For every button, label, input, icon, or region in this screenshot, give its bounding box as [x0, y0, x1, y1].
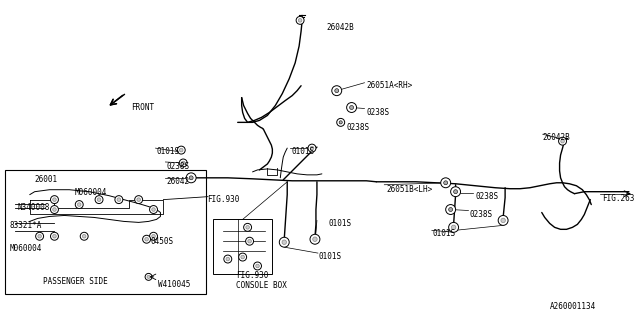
Circle shape [152, 208, 156, 211]
Circle shape [52, 208, 56, 211]
Circle shape [36, 232, 44, 240]
Circle shape [298, 19, 302, 22]
Circle shape [137, 198, 140, 201]
Circle shape [95, 196, 103, 204]
Text: 0101S: 0101S [329, 220, 352, 228]
Circle shape [52, 235, 56, 238]
Circle shape [150, 205, 157, 213]
Text: M060004: M060004 [10, 244, 42, 253]
Circle shape [77, 203, 81, 206]
Bar [213, 220, 273, 274]
Circle shape [97, 198, 101, 201]
Circle shape [38, 235, 42, 238]
Circle shape [177, 146, 185, 154]
Bar [5, 170, 206, 294]
Circle shape [441, 178, 451, 188]
Circle shape [501, 218, 506, 223]
Circle shape [145, 273, 152, 280]
Circle shape [179, 148, 183, 152]
Circle shape [143, 235, 150, 243]
Text: 26042B: 26042B [327, 23, 355, 32]
Text: FIG.930: FIG.930 [207, 195, 239, 204]
Circle shape [444, 181, 447, 185]
Circle shape [147, 275, 150, 278]
Text: 0101S: 0101S [319, 252, 342, 261]
Text: M060004: M060004 [74, 188, 107, 197]
Circle shape [152, 235, 156, 238]
Circle shape [244, 223, 252, 231]
Circle shape [246, 226, 250, 229]
Text: FRONT: FRONT [131, 102, 154, 112]
Circle shape [241, 255, 244, 259]
Text: CONSOLE BOX: CONSOLE BOX [236, 281, 287, 290]
Circle shape [253, 262, 262, 270]
Text: 0238S: 0238S [476, 192, 499, 201]
Circle shape [282, 240, 287, 244]
Circle shape [226, 257, 230, 261]
Text: PASSENGER SIDE: PASSENGER SIDE [43, 277, 108, 286]
Circle shape [313, 237, 317, 242]
Text: A260001134: A260001134 [550, 301, 596, 310]
Text: 26042: 26042 [166, 177, 189, 186]
Text: 0101S: 0101S [157, 147, 180, 156]
Circle shape [51, 205, 58, 213]
Text: FIG.930: FIG.930 [236, 271, 268, 280]
Circle shape [80, 232, 88, 240]
Circle shape [83, 235, 86, 238]
Circle shape [308, 144, 316, 152]
Circle shape [52, 198, 56, 201]
Circle shape [150, 232, 157, 240]
Circle shape [246, 237, 253, 245]
Text: W410045: W410045 [159, 280, 191, 289]
Circle shape [179, 159, 187, 167]
Text: FIG.263: FIG.263 [602, 194, 634, 203]
Circle shape [117, 198, 120, 201]
Circle shape [339, 121, 342, 124]
Circle shape [186, 173, 196, 183]
Circle shape [310, 146, 314, 150]
Circle shape [449, 222, 459, 232]
Circle shape [296, 16, 304, 24]
Text: 0238S: 0238S [347, 123, 370, 132]
Text: 0238S: 0238S [367, 108, 390, 117]
Circle shape [76, 201, 83, 209]
Circle shape [51, 196, 58, 204]
Circle shape [454, 190, 458, 194]
Text: 0101S: 0101S [433, 229, 456, 238]
Text: 26001: 26001 [35, 175, 58, 184]
Circle shape [451, 225, 456, 229]
Circle shape [445, 204, 456, 214]
Circle shape [498, 215, 508, 225]
Circle shape [239, 253, 246, 261]
Circle shape [115, 196, 123, 204]
Text: 26051A<RH>: 26051A<RH> [367, 81, 413, 90]
Circle shape [335, 89, 339, 93]
Text: 26042B: 26042B [543, 133, 570, 142]
Circle shape [559, 137, 566, 145]
Text: 0238S: 0238S [470, 210, 493, 219]
Circle shape [451, 187, 461, 197]
Circle shape [189, 176, 193, 180]
Text: 26051B<LH>: 26051B<LH> [387, 185, 433, 194]
Circle shape [561, 140, 564, 143]
Circle shape [248, 239, 252, 243]
Text: N340008: N340008 [18, 203, 50, 212]
Text: 83321*A: 83321*A [10, 221, 42, 230]
Text: 0238S: 0238S [166, 162, 189, 171]
Circle shape [449, 208, 452, 212]
Circle shape [134, 196, 143, 204]
Circle shape [279, 237, 289, 247]
Text: 0101S: 0101S [291, 147, 314, 156]
Circle shape [347, 102, 356, 112]
Text: 0450S: 0450S [150, 237, 173, 246]
Circle shape [332, 86, 342, 96]
Circle shape [51, 232, 58, 240]
Circle shape [182, 161, 185, 165]
Circle shape [145, 237, 148, 241]
Circle shape [224, 255, 232, 263]
Circle shape [310, 234, 320, 244]
Circle shape [337, 118, 345, 126]
Circle shape [256, 264, 259, 268]
Circle shape [349, 106, 353, 109]
